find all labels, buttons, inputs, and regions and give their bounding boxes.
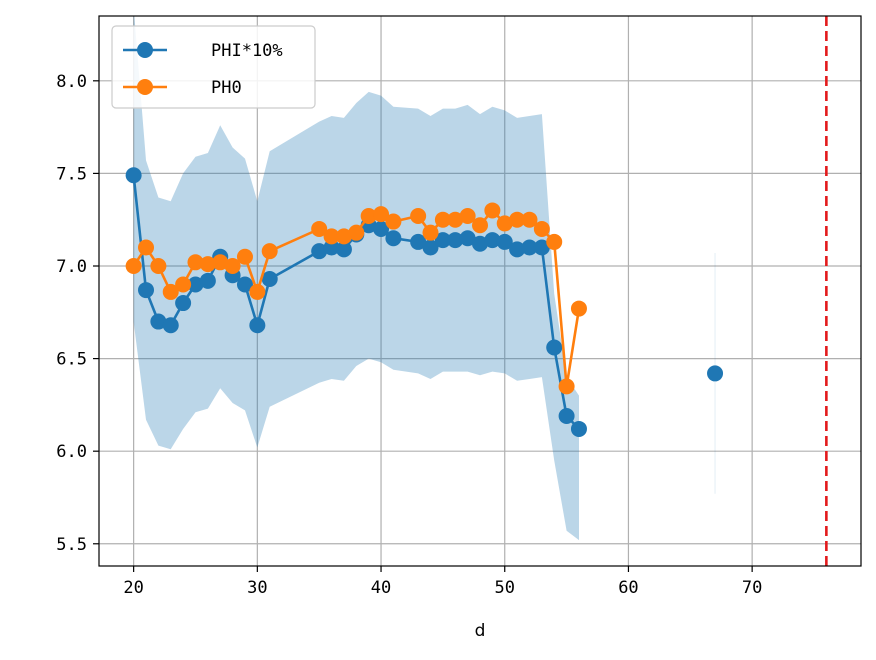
data-point xyxy=(509,241,526,258)
data-point xyxy=(410,208,427,224)
data-point xyxy=(422,224,439,241)
data-point xyxy=(150,258,167,274)
x-axis-label: d xyxy=(475,621,486,641)
data-point xyxy=(335,228,352,245)
y-tick-label: 6.5 xyxy=(56,350,87,370)
data-point xyxy=(249,317,266,334)
plot-frame xyxy=(98,15,862,567)
data-point xyxy=(261,270,278,287)
data-point xyxy=(249,283,266,300)
data-point xyxy=(459,230,476,247)
data-point xyxy=(125,167,142,184)
data-point xyxy=(459,208,476,224)
data-point xyxy=(546,233,563,250)
data-point xyxy=(360,208,377,224)
data-point xyxy=(434,211,451,228)
data-point xyxy=(348,224,365,241)
x-tick-label: 20 xyxy=(123,578,143,598)
data-point xyxy=(385,213,402,230)
series-lines xyxy=(125,167,724,437)
x-tick-label: 50 xyxy=(494,578,514,598)
series-1 xyxy=(125,167,724,437)
legend: PHI*10% PH0 xyxy=(111,25,316,109)
legend-marker xyxy=(137,42,153,58)
data-point xyxy=(434,232,451,249)
data-point xyxy=(447,232,464,249)
x-tick-label: 60 xyxy=(618,578,638,598)
data-point xyxy=(558,378,575,395)
data-point xyxy=(484,202,501,219)
x-tick-label: 30 xyxy=(247,578,267,598)
data-point xyxy=(335,241,352,258)
data-point xyxy=(138,239,155,256)
data-point xyxy=(199,256,216,273)
data-point xyxy=(385,230,402,247)
y-tick-label: 5.5 xyxy=(56,535,87,555)
x-tick-label: 40 xyxy=(371,578,391,598)
data-point xyxy=(707,365,724,382)
data-point xyxy=(125,258,142,274)
data-point xyxy=(472,235,488,252)
data-point xyxy=(323,239,340,256)
data-point xyxy=(175,295,192,312)
data-point xyxy=(212,254,229,271)
data-point xyxy=(162,317,179,334)
y-tick-label: 8.0 xyxy=(56,72,87,92)
axis-ticks: 20 30 40 50 60 70 5.5 6.0 6.5 7.0 7.5 8.0 xyxy=(56,72,762,598)
legend-marker xyxy=(137,79,153,95)
data-point xyxy=(138,282,155,299)
data-point xyxy=(546,339,563,356)
y-tick-label: 7.0 xyxy=(56,257,87,277)
data-point xyxy=(162,283,179,300)
data-point xyxy=(422,239,439,256)
data-point xyxy=(496,233,513,250)
data-point xyxy=(410,233,427,250)
data-point xyxy=(373,220,390,237)
series-2 xyxy=(125,202,587,395)
data-point xyxy=(187,254,204,271)
data-point xyxy=(224,258,241,274)
data-point xyxy=(311,243,328,260)
band-area xyxy=(133,16,579,541)
data-point xyxy=(447,211,464,228)
data-point xyxy=(558,408,575,424)
data-point xyxy=(323,228,340,245)
data-point xyxy=(533,220,550,237)
legend-label: PHI*10% xyxy=(211,41,283,61)
data-point xyxy=(150,313,167,330)
data-point xyxy=(570,300,587,317)
data-point xyxy=(175,276,192,293)
legend-label: PH0 xyxy=(211,78,242,98)
data-point xyxy=(373,206,390,223)
x-tick-label: 70 xyxy=(742,578,762,598)
data-point xyxy=(496,215,513,232)
data-point xyxy=(236,248,253,265)
data-point xyxy=(236,276,253,293)
data-point xyxy=(484,232,501,249)
y-tick-label: 7.5 xyxy=(56,164,87,184)
data-point xyxy=(187,276,204,293)
data-point xyxy=(570,420,587,437)
data-point xyxy=(199,272,216,289)
data-point xyxy=(521,211,538,228)
y-tick-label: 6.0 xyxy=(56,442,87,462)
data-point xyxy=(533,239,550,256)
data-point xyxy=(261,243,278,260)
data-point xyxy=(472,217,488,234)
data-point xyxy=(311,220,328,237)
data-point xyxy=(509,211,526,228)
data-point xyxy=(521,239,538,256)
